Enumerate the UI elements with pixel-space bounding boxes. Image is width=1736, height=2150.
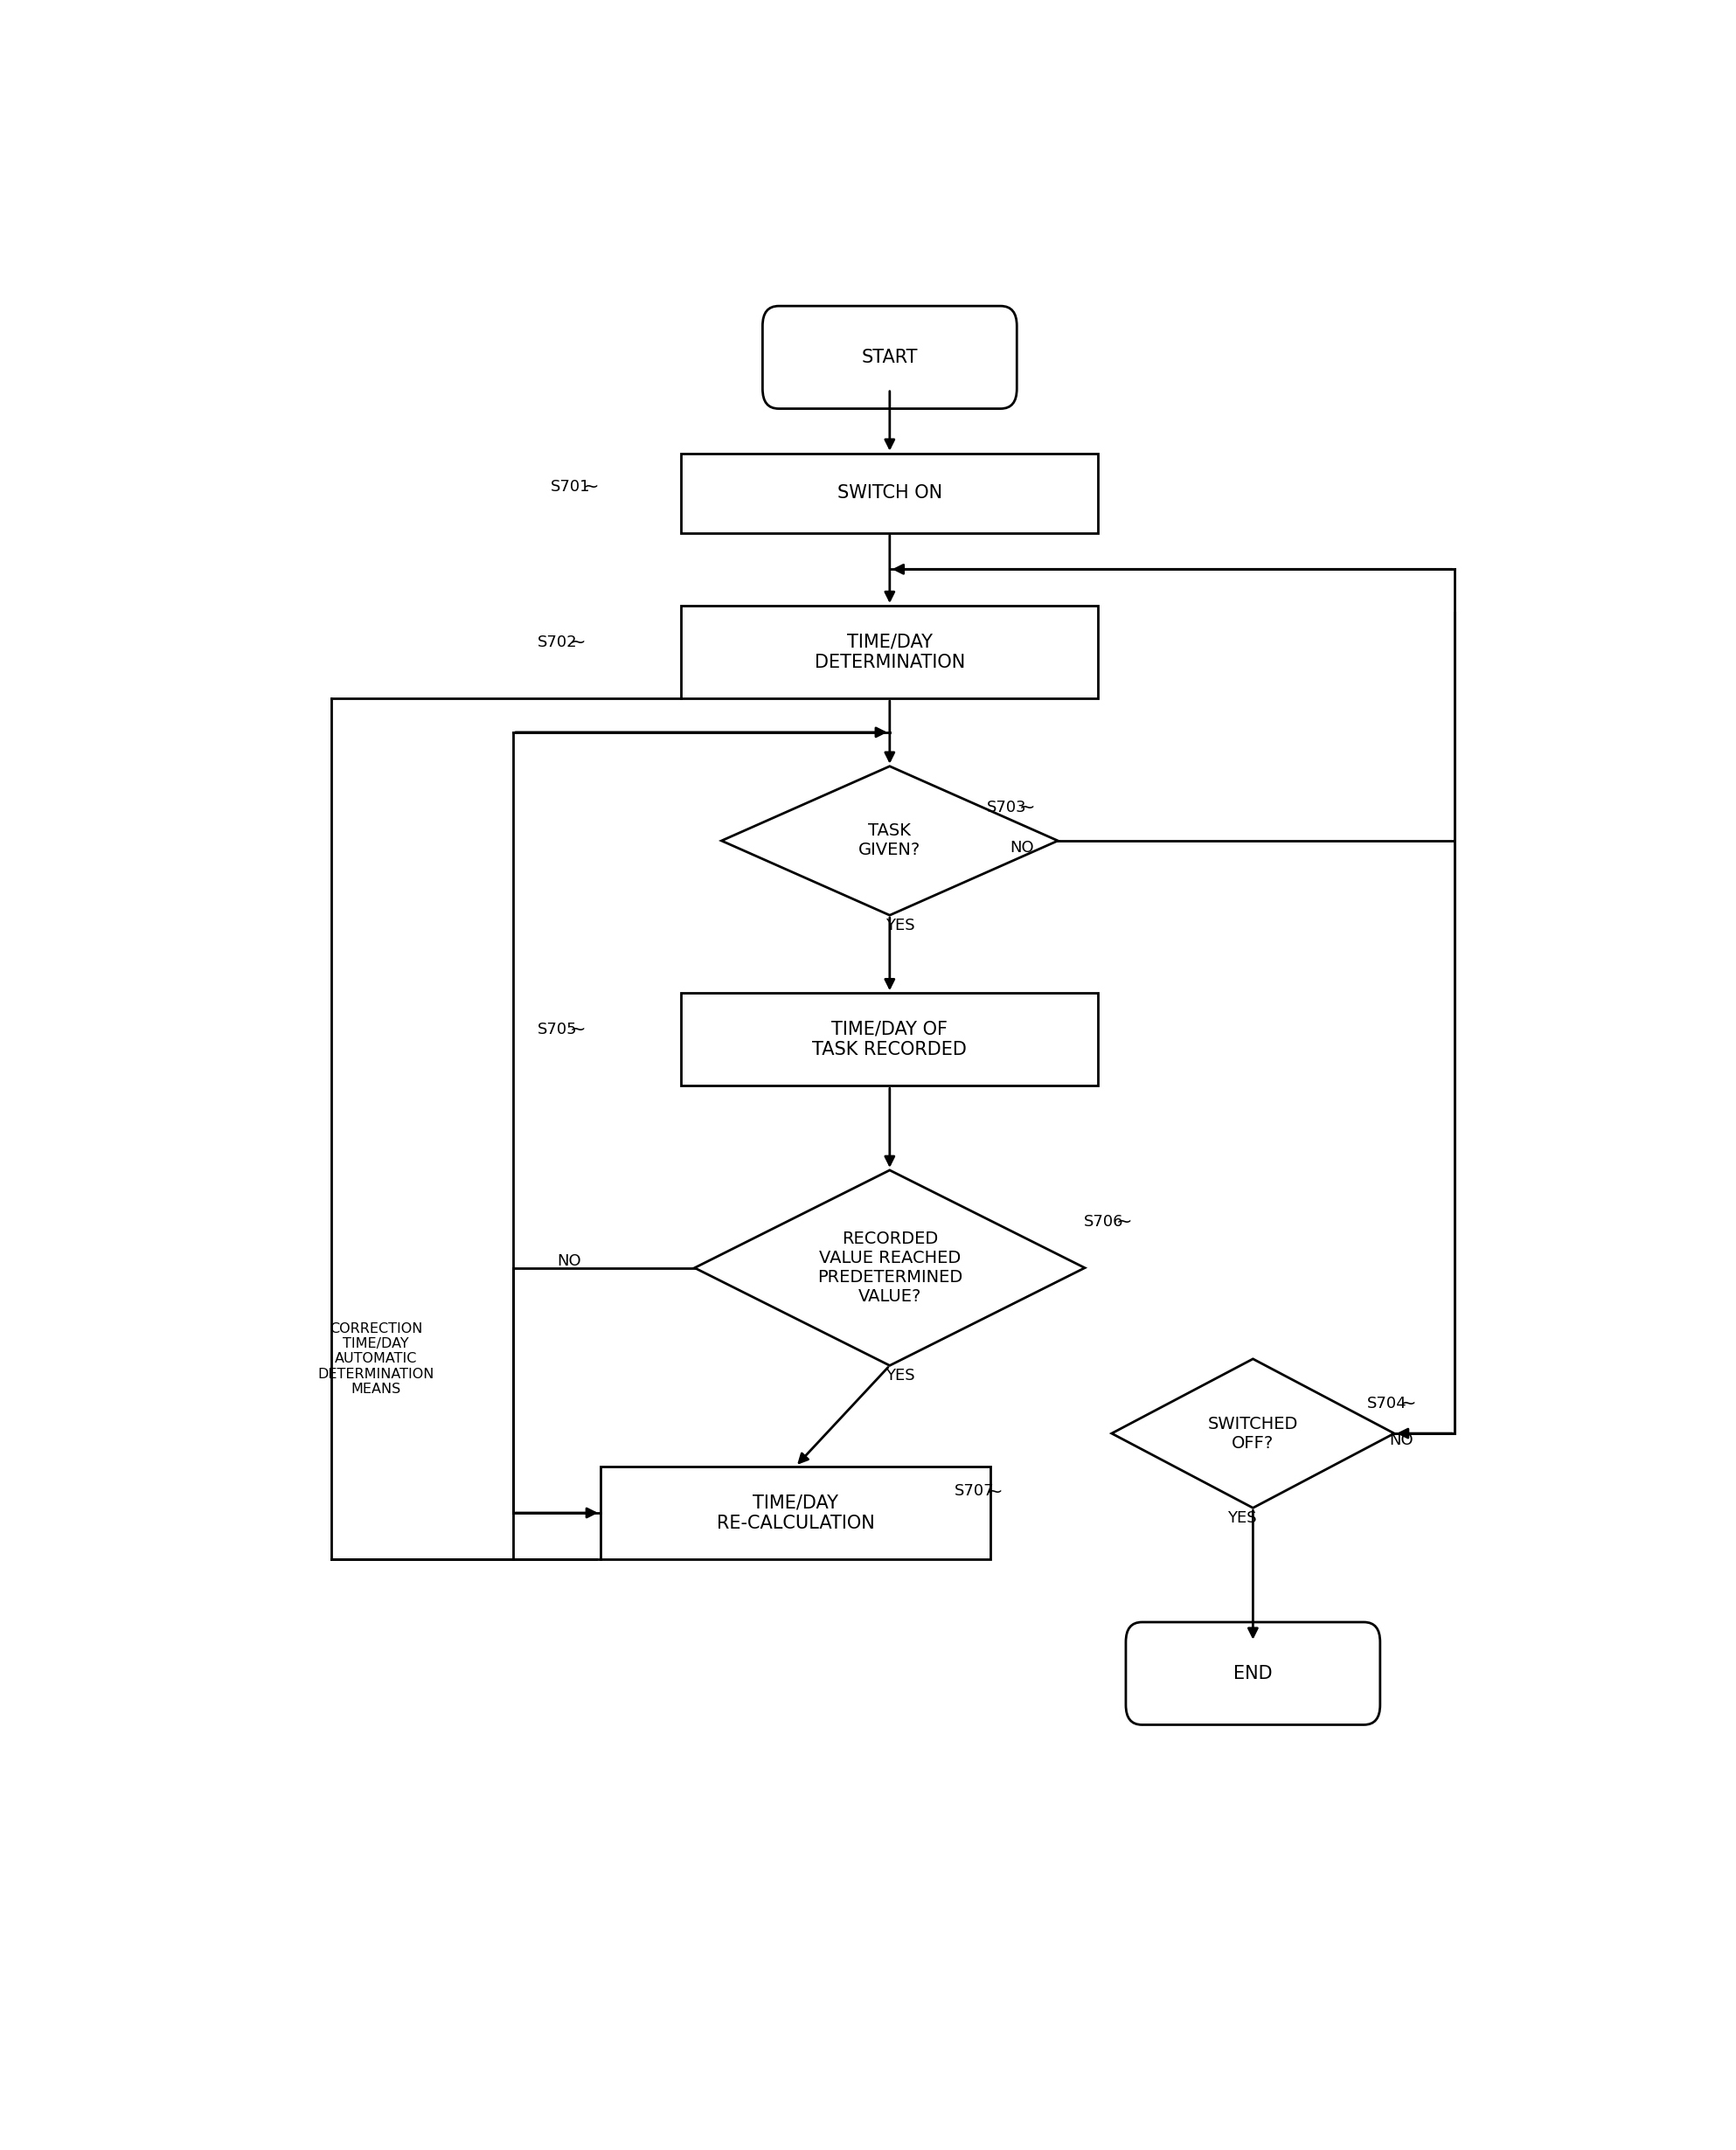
Text: ~: ~ (1399, 1395, 1417, 1413)
Text: START: START (861, 348, 918, 366)
Bar (681, 993, 1099, 1086)
FancyBboxPatch shape (1127, 1621, 1380, 1724)
Text: TIME/DAY
DETERMINATION: TIME/DAY DETERMINATION (814, 632, 965, 671)
Text: S707: S707 (955, 1484, 995, 1499)
Text: S704: S704 (1368, 1395, 1408, 1410)
Text: YES: YES (1227, 1509, 1257, 1526)
Text: ~: ~ (1019, 800, 1035, 817)
Bar (601, 1466, 991, 1559)
FancyBboxPatch shape (762, 305, 1017, 409)
Text: NO: NO (1009, 838, 1033, 856)
Text: S706: S706 (1083, 1213, 1123, 1230)
Bar (681, 454, 1099, 533)
Text: ~: ~ (986, 1484, 1003, 1501)
Text: TASK
GIVEN?: TASK GIVEN? (859, 823, 920, 858)
Polygon shape (694, 1170, 1085, 1365)
Text: END: END (1234, 1664, 1272, 1681)
Text: SWITCHED
OFF?: SWITCHED OFF? (1208, 1415, 1299, 1451)
Text: TIME/DAY
RE-CALCULATION: TIME/DAY RE-CALCULATION (717, 1494, 875, 1531)
Text: S701: S701 (550, 479, 590, 495)
Text: S702: S702 (536, 634, 576, 649)
Text: YES: YES (885, 1367, 915, 1382)
Text: RECORDED
VALUE REACHED
PREDETERMINED
VALUE?: RECORDED VALUE REACHED PREDETERMINED VAL… (818, 1230, 962, 1305)
Text: ~: ~ (569, 1021, 585, 1038)
Polygon shape (722, 765, 1057, 916)
Text: ~: ~ (583, 477, 599, 495)
Polygon shape (1111, 1359, 1394, 1507)
Text: NO: NO (557, 1253, 582, 1268)
Bar (681, 606, 1099, 699)
Text: SWITCH ON: SWITCH ON (837, 484, 943, 501)
Text: ~: ~ (569, 634, 585, 651)
Text: YES: YES (885, 918, 915, 933)
Text: NO: NO (1389, 1432, 1413, 1447)
Text: S703: S703 (986, 800, 1026, 815)
Text: ~: ~ (1116, 1213, 1132, 1230)
Text: TIME/DAY OF
TASK RECORDED: TIME/DAY OF TASK RECORDED (812, 1021, 967, 1058)
Text: S705: S705 (536, 1021, 576, 1036)
Text: CORRECTION
TIME/DAY
AUTOMATIC
DETERMINATION
MEANS: CORRECTION TIME/DAY AUTOMATIC DETERMINAT… (318, 1322, 434, 1395)
